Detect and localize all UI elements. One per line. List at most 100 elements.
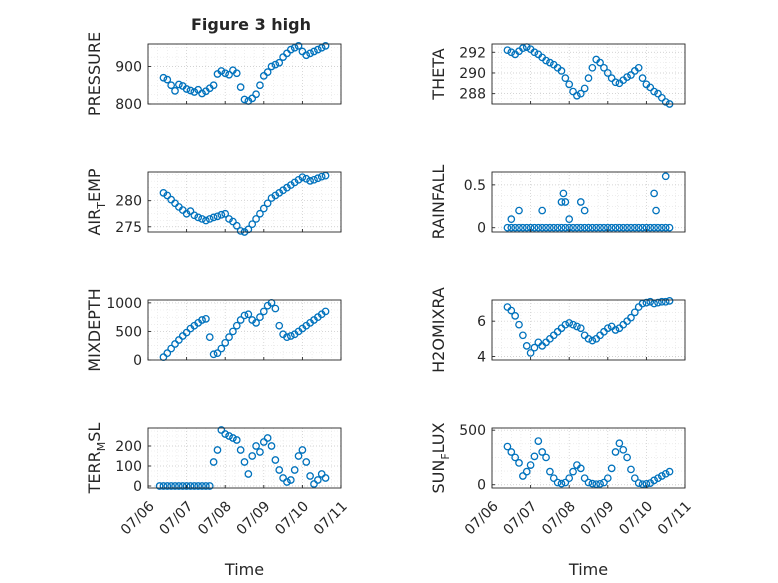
data-point: [267, 62, 276, 71]
data-point: [654, 298, 662, 307]
y-axis-label: RAINFALL: [429, 165, 448, 240]
data-point: [198, 215, 206, 223]
data-point: [522, 342, 531, 350]
data-point: [321, 474, 330, 482]
data-point: [190, 482, 199, 490]
data-point: [286, 45, 295, 54]
data-point: [584, 223, 593, 232]
data-point: [519, 331, 527, 340]
data-point: [248, 452, 257, 460]
data-point: [596, 480, 604, 488]
data-point: [275, 58, 284, 67]
axes-box: [147, 171, 342, 233]
data-point: [252, 215, 260, 223]
data-point: [661, 297, 670, 306]
data-point: [182, 328, 191, 337]
data-point: [178, 482, 187, 490]
y-tick-label: 288: [459, 87, 486, 103]
data-point: [561, 223, 570, 232]
data-point: [310, 480, 318, 488]
data-point: [232, 321, 241, 330]
data-point: [565, 215, 574, 223]
axes-box: [491, 43, 686, 105]
x-axis-label: Time: [224, 560, 264, 579]
data-point: [271, 60, 280, 69]
x-axis-label: Time: [568, 560, 608, 579]
data-point: [557, 67, 566, 75]
data-point: [580, 84, 589, 93]
data-point: [573, 91, 581, 100]
data-point: [202, 216, 210, 225]
data-point: [186, 207, 195, 215]
data-point: [646, 83, 655, 92]
data-point: [634, 223, 643, 232]
data-point: [638, 480, 647, 489]
data-point: [507, 448, 516, 456]
axes-box: [491, 171, 686, 233]
data-point: [313, 174, 322, 183]
data-point: [213, 446, 222, 454]
y-tick-label: 0: [133, 353, 142, 369]
data-point: [515, 223, 523, 232]
data-point: [623, 223, 631, 232]
subplot-theta: 288 290 292 THETA: [429, 43, 686, 108]
data-point: [565, 319, 574, 327]
data-point: [580, 474, 589, 483]
data-point: [159, 482, 168, 490]
data-point: [650, 189, 658, 198]
data-point: [630, 474, 639, 483]
data-point: [279, 474, 287, 482]
data-point: [205, 215, 214, 223]
data-point: [607, 464, 616, 473]
data-point: [167, 482, 176, 490]
data-point: [310, 175, 318, 184]
data-point: [542, 453, 550, 462]
data-point: [256, 209, 264, 218]
data-point: [603, 474, 612, 483]
data-point: [217, 67, 226, 75]
data-point: [627, 313, 635, 322]
data-point: [549, 223, 558, 232]
data-point: [561, 320, 570, 329]
data-point: [283, 478, 291, 486]
y-tick-label: 900: [115, 60, 142, 76]
y-axis-label: AIRTEMP: [85, 168, 108, 235]
data-point: [588, 223, 597, 232]
data-point: [580, 206, 589, 215]
data-point: [559, 189, 568, 198]
data-point: [205, 482, 214, 490]
data-point: [256, 313, 264, 321]
data-point: [650, 476, 658, 485]
data-point: [202, 482, 210, 490]
data-point: [561, 478, 570, 487]
data-point: [538, 206, 547, 215]
y-tick-label: 6: [477, 314, 486, 330]
data-point: [630, 308, 639, 317]
data-point: [515, 206, 523, 215]
data-point: [186, 482, 195, 490]
data-point: [519, 44, 527, 52]
data-point: [240, 458, 249, 466]
data-point: [182, 85, 191, 93]
data-point: [310, 47, 318, 56]
data-point: [163, 191, 172, 200]
data-point: [654, 89, 662, 98]
data-point: [321, 171, 330, 180]
data-point: [549, 474, 558, 483]
data-point: [271, 304, 280, 313]
data-point: [507, 48, 516, 57]
data-point: [221, 209, 230, 218]
data-point: [171, 340, 179, 348]
data-point: [313, 476, 322, 484]
data-point: [530, 223, 539, 232]
data-point: [657, 297, 666, 306]
data-point: [522, 223, 531, 232]
data-point: [576, 464, 585, 473]
data-point: [611, 78, 620, 87]
data-point: [573, 322, 581, 331]
data-point: [542, 56, 550, 65]
data-point: [657, 223, 666, 232]
data-point: [194, 482, 203, 490]
data-point: [503, 442, 512, 451]
